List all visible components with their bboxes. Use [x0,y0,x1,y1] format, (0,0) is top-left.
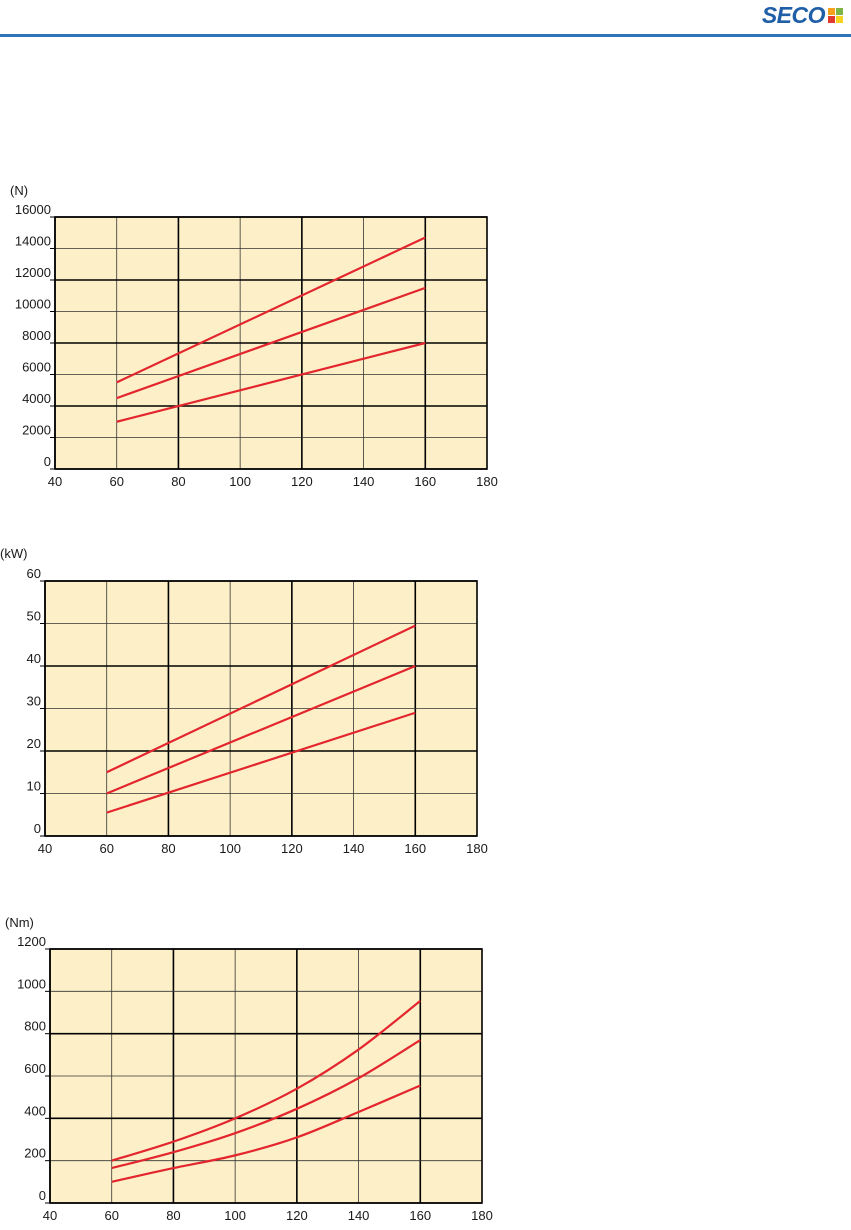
seco-logo: SECO [762,2,843,28]
series-line-2 [106,664,416,795]
logo-square [836,7,843,15]
x-tick-label: 80 [161,841,175,856]
header-rule [0,34,851,37]
y-tick-label: 10 [27,779,41,794]
y-tick-label: 4000 [22,391,51,406]
series-line-1 [116,236,426,384]
plot-frame [44,580,478,837]
x-tick-label: 160 [404,841,426,856]
x-tick-label: 100 [229,474,251,489]
x-tick-label: 120 [286,1208,308,1223]
y-tick-label: 0 [39,1188,46,1203]
x-tick-label: 60 [104,1208,118,1223]
logo-square [836,15,843,23]
series-line-2 [116,286,426,400]
y-tick-label: 1000 [17,976,46,991]
logo-text: SECO [761,1,826,28]
logo-square [828,7,835,15]
y-tick-label: 8000 [22,328,51,343]
y-tick-label: 50 [27,609,41,624]
x-tick-label: 120 [291,474,313,489]
x-tick-label: 180 [471,1208,493,1223]
x-tick-label: 180 [466,841,488,856]
y-tick-label: 400 [24,1103,46,1118]
y-tick-label: 200 [24,1146,46,1161]
y-tick-label: 16000 [15,202,51,217]
x-tick-label: 80 [171,474,185,489]
series-line-1 [111,999,421,1162]
y-tick-label: 0 [44,454,51,469]
power-chart: 0 10 20 30 40 50 60 40 60 80 100 120 140 160 180 (kW) [0,546,488,856]
y-tick-label: 600 [24,1061,46,1076]
y-tick-label: 14000 [15,234,51,249]
x-tick-label: 160 [414,474,436,489]
series-line-3 [111,1084,421,1183]
plot-frame [54,216,488,470]
series-line-2 [111,1039,421,1170]
y-tick-label: 1200 [17,934,46,949]
y-tick-label: 6000 [22,360,51,375]
y-tick-label: 40 [27,651,41,666]
plot-frame [49,948,483,1204]
x-tick-label: 160 [409,1208,431,1223]
x-tick-label: 40 [43,1208,57,1223]
logo-square [828,15,835,23]
x-tick-label: 120 [281,841,303,856]
x-tick-label: 40 [38,841,52,856]
y-tick-label: 10000 [15,297,51,312]
x-tick-label: 140 [348,1208,370,1223]
x-tick-label: 140 [353,474,375,489]
y-axis-label: (kW) [0,546,27,561]
x-tick-label: 100 [224,1208,246,1223]
y-tick-label: 0 [34,821,41,836]
y-axis-label: (Nm) [5,915,34,930]
x-tick-label: 100 [219,841,241,856]
x-tick-label: 40 [48,474,62,489]
page-header: SECO [0,0,851,40]
y-tick-label: 2000 [22,423,51,438]
series-line-3 [106,711,416,814]
y-axis-label: (N) [10,183,28,198]
series-line-3 [116,341,426,423]
y-tick-label: 800 [24,1019,46,1034]
logo-squares-icon [828,7,843,23]
y-tick-label: 20 [27,736,41,751]
x-tick-label: 180 [476,474,498,489]
x-tick-label: 140 [343,841,365,856]
force-chart: 0 2000 4000 6000 8000 10000 12000 14000 16000 40 6… [10,183,498,489]
x-tick-label: 60 [109,474,123,489]
y-tick-label: 12000 [15,265,51,280]
x-tick-label: 80 [166,1208,180,1223]
y-tick-label: 30 [27,694,41,709]
series-line-1 [106,624,416,774]
y-tick-label: 60 [27,566,41,581]
x-tick-label: 60 [99,841,113,856]
